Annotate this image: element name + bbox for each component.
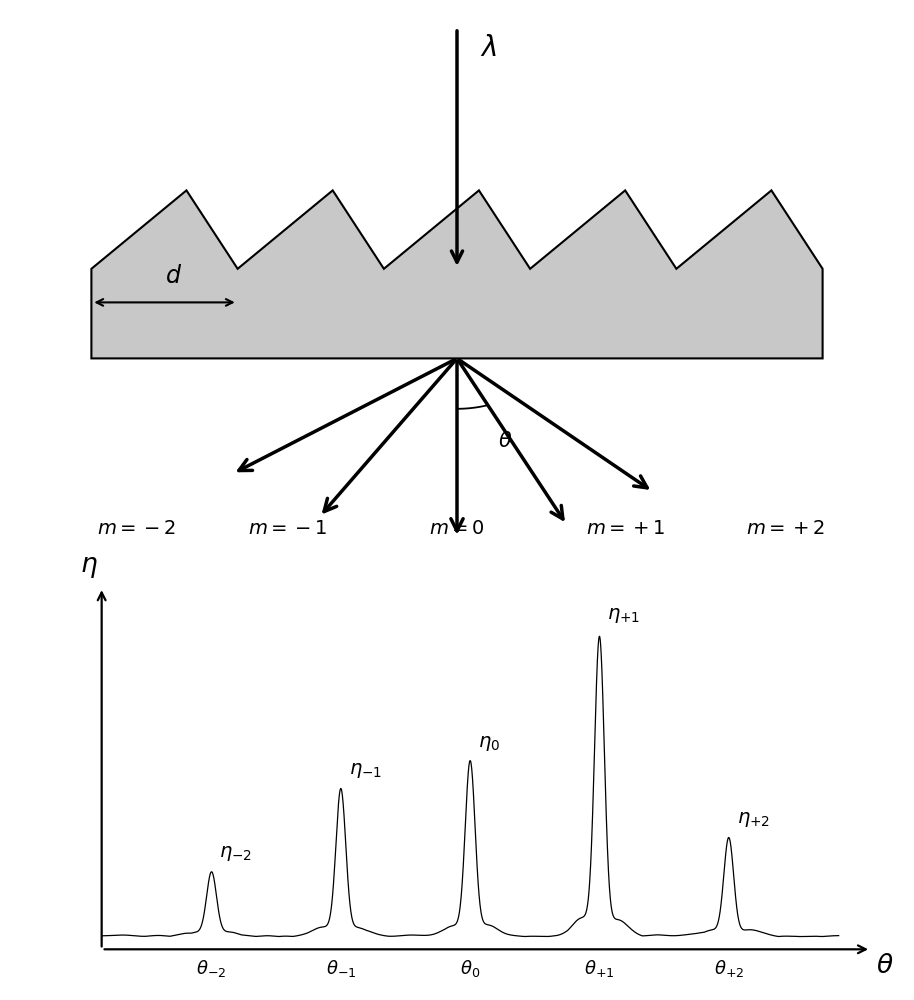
Text: $m = +1$: $m = +1$: [587, 520, 665, 538]
Text: $\eta_{-1}$: $\eta_{-1}$: [348, 761, 382, 780]
Text: $\eta_0$: $\eta_0$: [478, 734, 500, 753]
Polygon shape: [91, 190, 823, 358]
Text: $\theta_{+2}$: $\theta_{+2}$: [714, 958, 744, 979]
Text: $\theta_{-2}$: $\theta_{-2}$: [197, 958, 227, 979]
Text: $\eta_{+1}$: $\eta_{+1}$: [607, 606, 641, 625]
Text: $m = −1$: $m = −1$: [249, 520, 327, 538]
Text: $\theta$: $\theta$: [498, 431, 513, 451]
Text: $\eta_{-2}$: $\eta_{-2}$: [219, 844, 252, 863]
Text: $\eta$: $\eta$: [80, 554, 98, 580]
Text: $\theta_0$: $\theta_0$: [460, 958, 480, 979]
Text: $m = +2$: $m = +2$: [747, 520, 825, 538]
Text: $m = −2$: $m = −2$: [98, 520, 176, 538]
Text: $\theta_{-1}$: $\theta_{-1}$: [325, 958, 356, 979]
Text: $\theta$: $\theta$: [877, 953, 894, 979]
Text: $d$: $d$: [165, 264, 182, 288]
Text: $\theta_{+1}$: $\theta_{+1}$: [584, 958, 615, 979]
Text: $m = 0$: $m = 0$: [429, 520, 485, 538]
Text: $\lambda$: $\lambda$: [480, 34, 496, 62]
Text: $\eta_{+2}$: $\eta_{+2}$: [737, 810, 770, 829]
